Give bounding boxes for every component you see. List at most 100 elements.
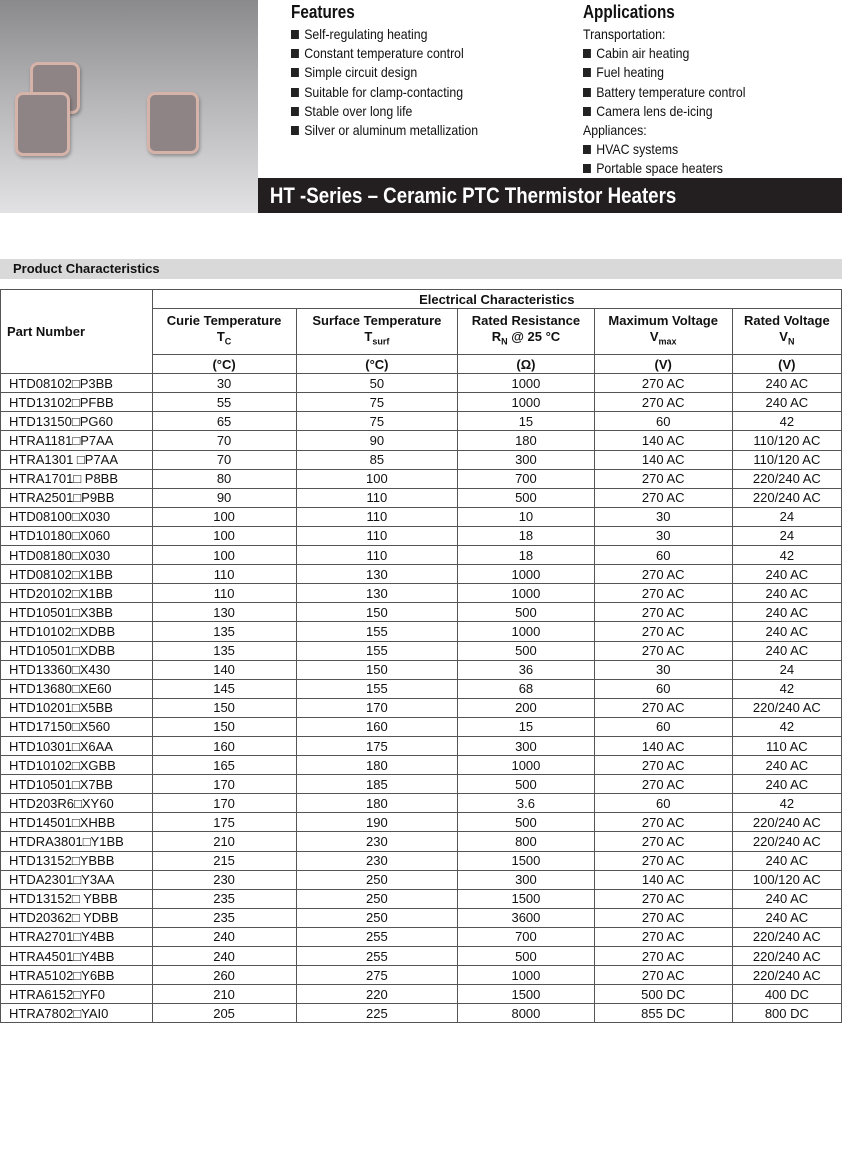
surface-temp-cell: 190 (295, 812, 459, 833)
curie-temp-cell: 100 (151, 545, 297, 566)
max-voltage-cell: 270 AC (593, 621, 733, 642)
max-voltage-cell: 270 AC (593, 373, 733, 394)
column-symbol: T (216, 329, 225, 345)
rated-resistance-cell: 500 (457, 640, 595, 661)
rated-voltage-cell: 240 AC (731, 392, 842, 413)
surface-temp-cell: 155 (295, 678, 459, 699)
curie-temp-cell: 100 (151, 506, 297, 527)
max-voltage-cell: 60 (593, 793, 733, 814)
part-number-cell: HTD08100□X030 (0, 506, 153, 527)
part-number-cell: HTD08102□P3BB (0, 373, 153, 394)
application-group-label: Appliances: (583, 122, 647, 139)
surface-temp-cell: 220 (295, 984, 459, 1005)
surface-temp-cell: 150 (295, 659, 459, 680)
application-group-label: Transportation: (583, 26, 666, 42)
surface-temp-cell: 250 (295, 888, 459, 909)
rated-voltage-cell: 220/240 AC (731, 831, 842, 852)
curie-temp-cell: 160 (151, 735, 297, 757)
curie-temp-cell: 150 (151, 697, 297, 718)
features-section: Features Self-regulating heating Constant… (291, 2, 504, 140)
column-name: Surface Temperature (312, 313, 442, 329)
part-number-cell: HTD10301□X6AA (0, 735, 153, 757)
part-number-cell: HTD20102□X1BB (0, 583, 153, 604)
bullet-square-icon (583, 49, 591, 59)
rated-voltage-cell: 220/240 AC (731, 468, 842, 489)
part-number-cell: HTRA5102□Y6BB (0, 965, 153, 986)
max-voltage-cell: 140 AC (593, 869, 733, 890)
surface-temp-cell: 110 (295, 545, 459, 566)
rated-voltage-cell: 220/240 AC (731, 965, 842, 986)
curie-temp-cell: 30 (151, 373, 297, 394)
column-subscript: max (658, 336, 677, 347)
surface-temp-cell: 180 (295, 793, 459, 814)
rated-resistance-cell: 300 (457, 869, 595, 890)
curie-temp-cell: 90 (151, 487, 297, 508)
surface-temp-cell: 75 (295, 392, 459, 413)
application-text: Cabin air heating (596, 45, 690, 62)
column-unit: (V) (593, 354, 733, 375)
part-number-header: Part Number (0, 288, 153, 375)
surface-temp-cell: 50 (295, 373, 459, 394)
applications-section: Applications Transportation: Cabin air he… (583, 2, 768, 179)
feature-text: Simple circuit design (304, 64, 418, 81)
surface-temp-cell: 225 (295, 1003, 459, 1024)
max-voltage-cell: 270 AC (593, 564, 733, 585)
rated-voltage-cell: 800 DC (731, 1003, 842, 1024)
curie-temp-cell: 70 (151, 449, 297, 470)
bullet-square-icon (291, 87, 299, 97)
curie-temp-cell: 210 (151, 984, 297, 1005)
surface-temp-cell: 75 (295, 411, 459, 432)
max-voltage-cell: 500 DC (593, 984, 733, 1005)
part-number-cell: HTDA2301□Y3AA (0, 869, 153, 890)
rated-resistance-cell: 1000 (457, 392, 595, 413)
table-row: HTD10501□X3BB 130 150 500 270 AC 240 AC (0, 602, 842, 623)
part-number-cell: HTD08180□X030 (0, 545, 153, 566)
curie-temp-cell: 55 (151, 392, 297, 413)
rated-resistance-cell: 36 (457, 659, 595, 680)
application-item: Portable space heaters (583, 159, 745, 178)
surface-temp-cell: 130 (295, 564, 459, 585)
column-symbol: V (649, 329, 659, 345)
column-subscript: N (787, 336, 795, 347)
curie-temp-cell: 135 (151, 621, 297, 642)
column-extra: @ 25 °C (507, 329, 561, 345)
table-row: HTD10301□X6AA 160 175 300 140 AC 110 AC (0, 735, 842, 757)
rated-resistance-cell: 1000 (457, 621, 595, 642)
column-header: Curie Temperature TC (151, 308, 297, 356)
rated-voltage-cell: 220/240 AC (731, 697, 842, 718)
bullet-square-icon (291, 30, 299, 39)
feature-item: Stable over long life (291, 102, 478, 121)
bullet-square-icon (291, 49, 299, 59)
max-voltage-cell: 140 AC (593, 735, 733, 757)
rated-voltage-cell: 42 (731, 411, 842, 432)
surface-temp-cell: 110 (295, 487, 459, 508)
rated-resistance-cell: 500 (457, 774, 595, 795)
surface-temp-cell: 110 (295, 506, 459, 527)
rated-voltage-cell: 240 AC (731, 602, 842, 623)
max-voltage-cell: 140 AC (593, 430, 733, 451)
curie-temp-cell: 100 (151, 525, 297, 547)
surface-temp-cell: 100 (295, 468, 459, 489)
part-number-cell: HTD10102□XGBB (0, 755, 153, 776)
table-row: HTD13680□XE60 145 155 68 60 42 (0, 678, 842, 699)
max-voltage-cell: 140 AC (593, 449, 733, 470)
application-text: Camera lens de-icing (596, 102, 713, 119)
rated-resistance-cell: 1500 (457, 888, 595, 909)
rated-resistance-cell: 500 (457, 945, 595, 967)
application-item: Fuel heating (583, 63, 745, 82)
surface-temp-cell: 85 (295, 449, 459, 470)
max-voltage-cell: 30 (593, 506, 733, 527)
curie-temp-cell: 165 (151, 755, 297, 776)
curie-temp-cell: 80 (151, 468, 297, 489)
rated-voltage-cell: 240 AC (731, 621, 842, 642)
table-row: HTD10201□X5BB 150 170 200 270 AC 220/240 AC (0, 697, 842, 718)
rated-resistance-cell: 500 (457, 602, 595, 623)
max-voltage-cell: 270 AC (593, 640, 733, 661)
column-name: Curie Temperature (166, 313, 282, 329)
rated-resistance-cell: 180 (457, 430, 595, 451)
max-voltage-cell: 270 AC (593, 926, 733, 948)
surface-temp-cell: 185 (295, 774, 459, 795)
curie-temp-cell: 240 (151, 945, 297, 967)
part-number-cell: HTD08102□X1BB (0, 564, 153, 585)
part-number-cell: HTD10501□X7BB (0, 774, 153, 795)
